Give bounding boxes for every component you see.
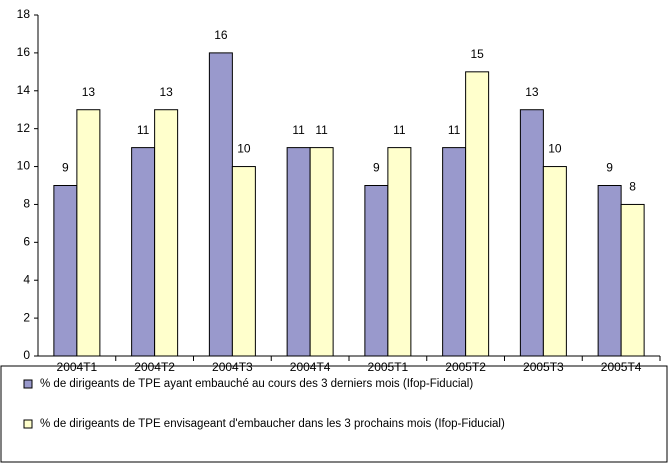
data-label: 11 [393,123,406,137]
y-tick-label: 12 [17,121,31,135]
bar [208,52,233,357]
data-label: 9 [62,161,69,175]
x-tick-label: 2004T1 [57,360,98,374]
data-label: 9 [606,161,613,175]
bar [364,185,389,357]
bar [620,203,645,357]
x-tick-label: 2005T1 [368,360,409,374]
x-tick-label: 2005T2 [445,360,486,374]
bar [542,166,567,357]
x-tick-label: 2005T3 [523,360,564,374]
data-label: 15 [470,47,484,61]
legend-label: % de dirigeants de TPE envisageant d'emb… [40,418,505,430]
data-label: 8 [629,180,636,194]
data-label: 16 [214,28,228,42]
y-tick-label: 2 [23,310,30,324]
legend-swatch [23,379,33,389]
bar [465,71,490,357]
bar [154,109,179,357]
y-tick-label: 8 [23,197,30,211]
legend-box [0,365,668,463]
y-tick-label: 14 [17,83,31,97]
data-label: 10 [237,142,251,156]
data-label: 11 [448,123,461,137]
bar [442,147,467,357]
y-tick-label: 0 [23,348,30,362]
bar [231,166,256,357]
bar [519,109,544,357]
y-tick-label: 16 [17,45,31,59]
bar [597,185,622,357]
bar [309,147,334,357]
data-label: 9 [373,161,380,175]
y-tick-label: 6 [23,235,30,249]
data-label: 13 [82,85,96,99]
y-tick-label: 4 [23,272,30,286]
bar [53,185,78,357]
y-tick-label: 10 [17,159,31,173]
x-tick-label: 2004T3 [212,360,253,374]
legend-swatch [23,419,33,429]
y-tick-label: 18 [17,7,31,21]
bar [387,147,412,357]
legend-label: % de dirigeants de TPE ayant embauché au… [40,378,473,390]
bar [76,109,101,357]
bar [286,147,311,357]
data-label: 10 [548,142,562,156]
x-tick-label: 2004T2 [134,360,175,374]
data-label: 11 [137,123,150,137]
x-tick-label: 2005T4 [601,360,642,374]
data-label: 13 [159,85,173,99]
data-label: 13 [525,85,539,99]
data-label: 11 [292,123,305,137]
bar [131,147,156,357]
x-tick-label: 2004T4 [290,360,331,374]
data-label: 11 [315,123,328,137]
